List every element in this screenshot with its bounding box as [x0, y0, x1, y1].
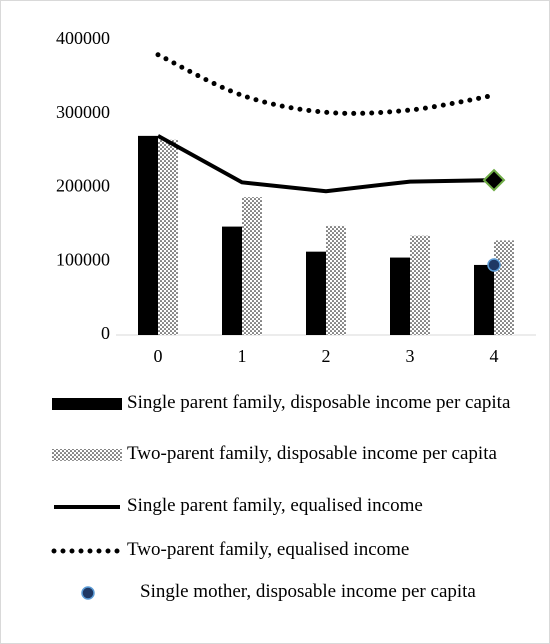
- line: [157, 134, 495, 194]
- legend-label: Two-parent family, equalised income: [127, 539, 410, 560]
- bar: [138, 135, 158, 335]
- legend-swatch: [81, 586, 95, 600]
- x-tick-label: 3: [406, 346, 415, 366]
- marker: [487, 258, 501, 272]
- legend-label: Single parent family, disposable income …: [127, 392, 511, 413]
- bar: [222, 226, 242, 335]
- y-tick-label: 200000: [56, 176, 110, 196]
- legend-label: Single parent family, equalised income: [127, 495, 423, 516]
- bar: [390, 257, 410, 335]
- legend-label: Two-parent family, disposable income per…: [127, 443, 497, 464]
- x-tick-label: 2: [322, 346, 331, 366]
- legend-label: Single mother, disposable income per cap…: [140, 581, 476, 602]
- y-tick-label: 100000: [56, 249, 110, 269]
- legend-swatch: [52, 449, 122, 461]
- y-tick-label: 0: [101, 323, 110, 343]
- bar: [326, 225, 346, 335]
- line: [155, 52, 497, 116]
- y-tick-label: 300000: [56, 102, 110, 122]
- bar: [242, 197, 262, 335]
- marker: [482, 168, 506, 192]
- x-tick-label: 4: [490, 346, 499, 366]
- bar: [410, 235, 430, 335]
- bar: [474, 264, 494, 335]
- x-tick-label: 0: [154, 346, 163, 366]
- bar: [158, 139, 178, 335]
- y-tick-label: 400000: [56, 28, 110, 48]
- x-tick-label: 1: [238, 346, 247, 366]
- legend-swatch: [52, 398, 122, 410]
- bar: [306, 251, 326, 335]
- bar: [494, 240, 514, 335]
